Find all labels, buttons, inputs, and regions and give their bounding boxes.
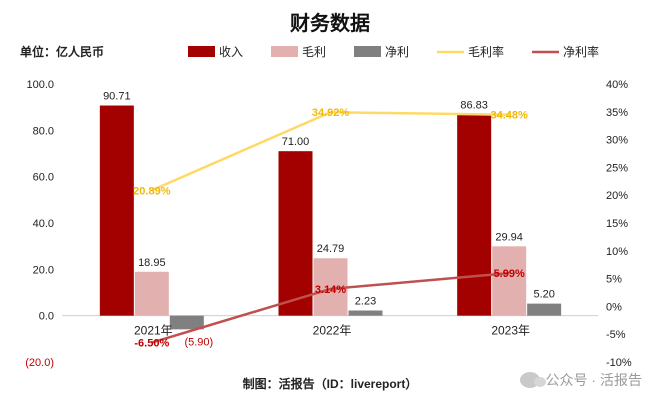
line-data-label: 5.99%: [494, 268, 525, 280]
legend-label-毛利率: 毛利率: [468, 44, 504, 59]
right-axis-tick-label: 15%: [606, 218, 628, 230]
bar-data-label: 90.71: [103, 91, 131, 103]
right-axis-tick-label: 40%: [606, 79, 628, 91]
left-axis-tick-label: 100.0: [26, 79, 54, 91]
right-axis-tick-label: 20%: [606, 190, 628, 202]
right-axis-tick-label: 5%: [606, 274, 622, 286]
bar-data-label: 2.23: [355, 296, 376, 308]
legend-swatch-净利: [354, 46, 381, 57]
bar-data-label: 29.94: [495, 231, 523, 243]
left-axis-tick-label: (20.0): [25, 357, 54, 369]
left-axis-tick-label: 80.0: [33, 125, 54, 137]
left-axis-tick-label: 20.0: [33, 264, 54, 276]
line-data-label: 34.48%: [491, 110, 529, 122]
bar-data-label: (5.90): [184, 336, 213, 348]
bar-data-label: 24.79: [317, 243, 345, 255]
bar-净利-2023年: [527, 303, 562, 316]
line-data-label: 3.14%: [315, 284, 346, 296]
chart-legend: 收入 毛利 净利 毛利率 净利率: [188, 44, 599, 59]
source-footer: 制图：活报告（ID：livereport）: [243, 376, 418, 391]
bar-data-label: 5.20: [533, 289, 554, 301]
legend-label-净利率: 净利率: [563, 44, 599, 59]
bar-净利-2021年: [169, 315, 204, 330]
x-axis-category-label: 2022年: [313, 324, 352, 338]
watermark: 公众号 · 活报告: [519, 370, 642, 390]
right-axis-tick-label: -10%: [606, 357, 632, 369]
line-净利率: [151, 271, 510, 344]
x-axis-category-label: 2021年: [134, 324, 173, 338]
unit-label: 单位：亿人民币: [20, 44, 104, 59]
wechat-icon: [519, 372, 546, 388]
bar-data-label: 86.83: [460, 100, 488, 112]
line-毛利率: [151, 110, 510, 192]
plot-area: 100.0 80.0 60.0 40.0 20.0 0.0 (20.0) 40% 35% 30% 2…: [25, 79, 632, 369]
line-data-label: -6.50%: [134, 338, 169, 350]
bar-收入-2021年: [99, 105, 134, 316]
chart-title: 财务数据: [290, 11, 370, 35]
bar-data-label: 18.95: [138, 257, 166, 269]
legend-label-收入: 收入: [219, 45, 243, 59]
line-data-label: 34.92%: [312, 107, 350, 119]
left-axis-tick-label: 0.0: [39, 311, 54, 323]
right-axis-tick-label: 0%: [606, 301, 622, 313]
bar-毛利-2023年: [492, 246, 527, 316]
line-data-label: 20.89%: [133, 185, 171, 197]
left-axis-tick-label: 40.0: [33, 218, 54, 230]
bar-收入-2023年: [457, 114, 492, 316]
right-axis-tick-label: 30%: [606, 135, 628, 147]
legend-label-毛利: 毛利: [302, 45, 326, 59]
bar-净利-2022年: [348, 310, 383, 316]
left-axis-tick-label: 60.0: [33, 172, 54, 184]
watermark-text: 公众号 · 活报告: [545, 372, 642, 388]
bar-收入-2022年: [278, 151, 313, 316]
right-axis-tick-label: -5%: [606, 329, 626, 341]
right-axis-tick-label: 25%: [606, 162, 628, 174]
right-axis-tick-label: 10%: [606, 246, 628, 258]
legend-label-净利: 净利: [385, 45, 409, 59]
x-axis-category-label: 2023年: [491, 324, 530, 338]
bar-毛利-2021年: [134, 271, 169, 316]
legend-swatch-毛利: [271, 46, 298, 57]
right-axis-tick-label: 35%: [606, 107, 628, 119]
bar-data-label: 71.00: [282, 136, 310, 148]
legend-swatch-收入: [188, 46, 215, 57]
